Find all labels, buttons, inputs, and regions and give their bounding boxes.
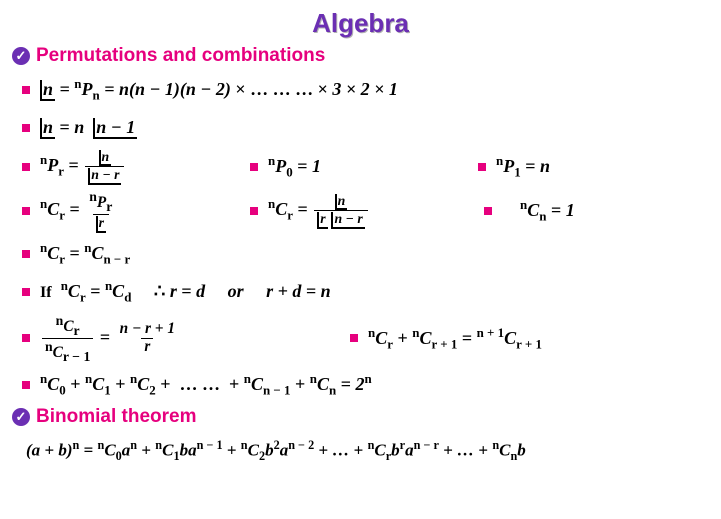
square-bullet-icon xyxy=(250,163,258,171)
formula: nPr = n n − r xyxy=(40,149,240,185)
square-bullet-icon xyxy=(484,207,492,215)
formula: nCn = 1 xyxy=(520,197,575,225)
square-bullet-icon xyxy=(350,334,358,342)
formula: nCr = nPr r xyxy=(40,189,240,233)
formula-row: nCr = nCn − r xyxy=(22,237,709,271)
section-binom-label: Binomial theorem xyxy=(36,406,196,428)
formula: If nCr = nCd ∴ r = d or r + d = n xyxy=(40,278,331,306)
square-bullet-icon xyxy=(22,381,30,389)
square-bullet-icon xyxy=(250,207,258,215)
formula-row: nC0 + nC1 + nC2 + … … + nCn − 1 + nCn = … xyxy=(22,368,709,402)
square-bullet-icon xyxy=(478,163,486,171)
formula: n = n n − 1 xyxy=(40,117,137,139)
square-bullet-icon xyxy=(22,207,30,215)
square-bullet-icon xyxy=(22,86,30,94)
square-bullet-icon xyxy=(22,163,30,171)
formula-row: n = nPn = n(n − 1)(n − 2) × … … … × 3 × … xyxy=(22,73,709,107)
formula-row: (a + b)n = nC0an + nC1ban − 1 + nC2b2an … xyxy=(26,434,709,468)
formula: (a + b)n = nC0an + nC1ban − 1 + nC2b2an … xyxy=(26,438,526,464)
section-perm-label: Permutations and combinations xyxy=(36,45,325,67)
formula: n = nPn = n(n − 1)(n − 2) × … … … × 3 × … xyxy=(40,76,398,104)
formula-row: If nCr = nCd ∴ r = d or r + d = n xyxy=(22,275,709,309)
check-icon: ✓ xyxy=(12,408,30,426)
formula-row: nPr = n n − r nP0 = 1 nP1 = n xyxy=(22,149,709,185)
check-icon: ✓ xyxy=(12,47,30,65)
square-bullet-icon xyxy=(22,124,30,132)
page-title: Algebra xyxy=(12,8,709,39)
formula: nC0 + nC1 + nC2 + … … + nCn − 1 + nCn = … xyxy=(40,371,372,399)
square-bullet-icon xyxy=(22,288,30,296)
square-bullet-icon xyxy=(22,334,30,342)
formula-row: nCr nCr − 1 = n − r + 1 r nCr + nCr + 1 … xyxy=(22,313,709,365)
formula-row: n = n n − 1 xyxy=(22,111,709,145)
section-permutations: ✓ Permutations and combinations xyxy=(12,45,709,67)
formula: nCr = n r n − r xyxy=(268,193,434,229)
formula: nP1 = n xyxy=(496,153,550,181)
square-bullet-icon xyxy=(22,250,30,258)
formula-row: nCr = nPr r nCr = n r n − r nCn = 1 xyxy=(22,189,709,233)
formula: nP0 = 1 xyxy=(268,153,428,181)
formula: nCr + nCr + 1 = n + 1Cr + 1 xyxy=(368,325,542,353)
section-binomial: ✓ Binomial theorem xyxy=(12,406,709,428)
formula: nCr nCr − 1 = n − r + 1 r xyxy=(40,313,300,365)
formula: nCr = nCn − r xyxy=(40,240,130,268)
